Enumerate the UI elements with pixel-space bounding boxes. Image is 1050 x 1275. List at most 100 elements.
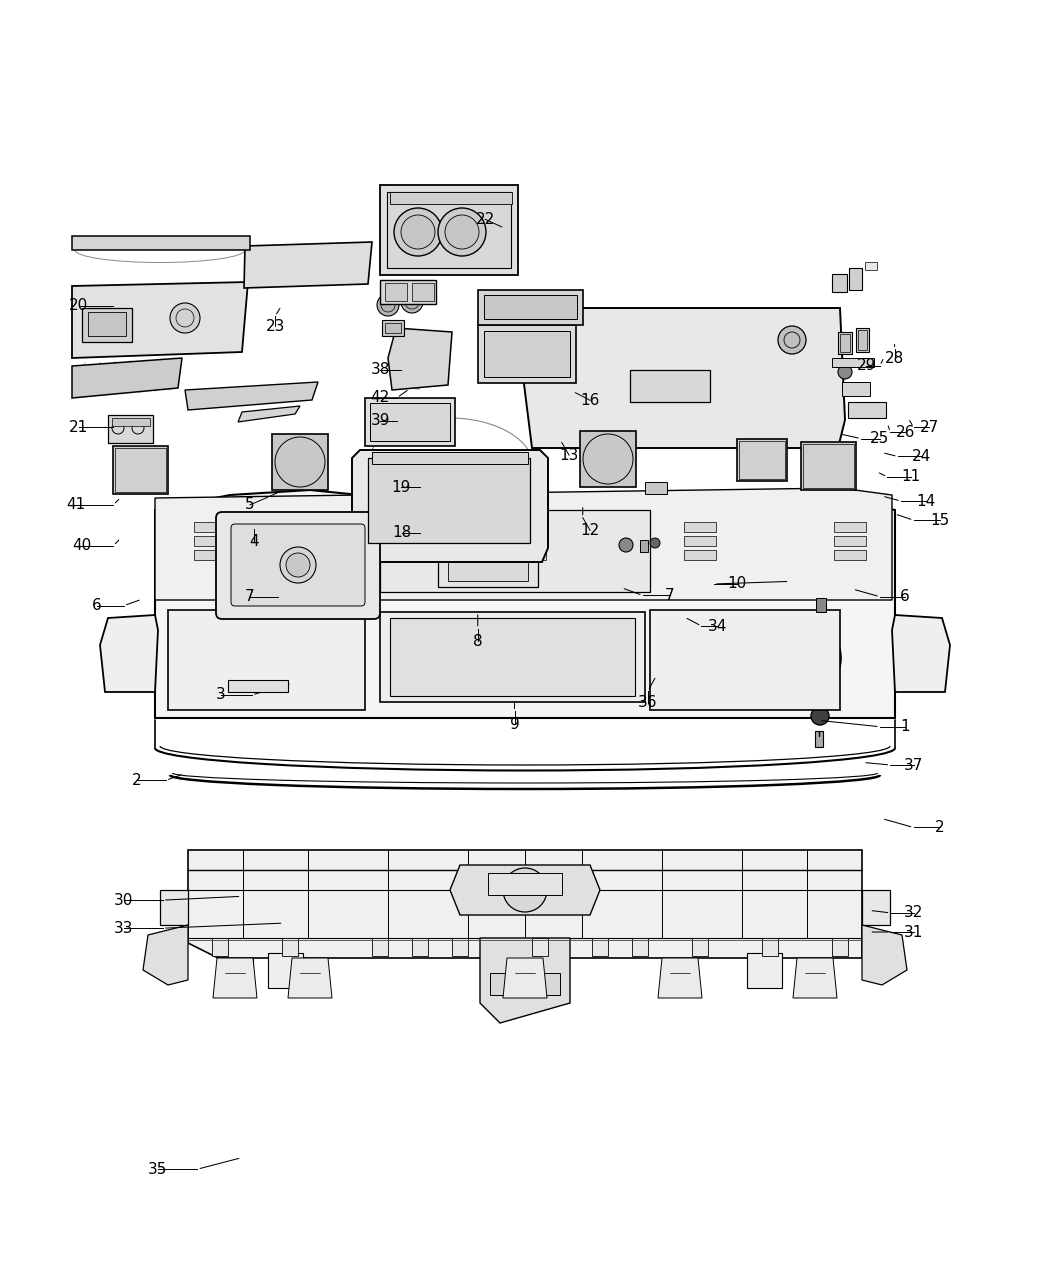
Bar <box>116 448 166 492</box>
Bar <box>390 618 635 696</box>
Circle shape <box>503 868 547 912</box>
Bar <box>640 541 648 552</box>
Bar <box>478 325 576 382</box>
Polygon shape <box>658 958 702 998</box>
Circle shape <box>778 326 806 354</box>
Bar <box>832 358 874 367</box>
Polygon shape <box>218 958 253 993</box>
Bar <box>385 323 401 333</box>
Bar <box>514 536 546 546</box>
Circle shape <box>394 208 442 256</box>
Circle shape <box>650 538 660 548</box>
Bar <box>372 453 528 464</box>
Bar <box>272 434 328 490</box>
Bar <box>580 431 636 487</box>
Bar <box>848 402 886 418</box>
Text: 12: 12 <box>581 523 600 538</box>
Polygon shape <box>892 615 950 692</box>
Polygon shape <box>288 958 332 998</box>
Text: 10: 10 <box>728 576 747 592</box>
Polygon shape <box>160 890 188 924</box>
Circle shape <box>438 208 486 256</box>
Polygon shape <box>72 282 248 358</box>
Bar <box>82 309 132 342</box>
Polygon shape <box>244 242 372 288</box>
Bar <box>645 482 667 493</box>
Bar <box>692 938 708 956</box>
Circle shape <box>811 708 830 725</box>
Polygon shape <box>650 609 840 710</box>
Bar <box>762 938 778 956</box>
Polygon shape <box>862 890 890 924</box>
Text: 9: 9 <box>509 717 520 732</box>
Bar <box>365 398 455 446</box>
Bar <box>532 938 548 956</box>
Polygon shape <box>388 328 452 390</box>
Polygon shape <box>188 850 862 958</box>
Bar <box>849 268 862 289</box>
Text: 2: 2 <box>934 820 945 835</box>
Polygon shape <box>238 405 300 422</box>
Circle shape <box>280 547 316 583</box>
Bar <box>412 938 428 956</box>
Bar <box>72 236 250 250</box>
Bar <box>368 458 530 543</box>
Bar <box>194 536 226 546</box>
Bar <box>816 598 826 612</box>
Bar <box>380 612 645 703</box>
Bar <box>334 521 366 532</box>
Circle shape <box>401 291 423 312</box>
Bar <box>838 332 852 354</box>
Bar <box>484 295 578 319</box>
Text: 23: 23 <box>266 319 285 334</box>
Circle shape <box>286 553 310 578</box>
Text: 40: 40 <box>72 538 91 553</box>
Polygon shape <box>793 958 837 998</box>
Polygon shape <box>480 938 570 1023</box>
Text: 36: 36 <box>638 695 657 710</box>
Bar <box>865 261 877 270</box>
Text: 7: 7 <box>665 588 675 603</box>
Bar <box>228 680 288 692</box>
Circle shape <box>620 538 633 552</box>
Polygon shape <box>503 958 547 998</box>
Polygon shape <box>213 958 257 998</box>
Text: 16: 16 <box>581 393 600 408</box>
Bar <box>448 551 528 581</box>
Polygon shape <box>522 309 845 448</box>
Bar <box>815 731 823 747</box>
Bar <box>88 312 126 337</box>
Bar <box>112 418 150 426</box>
Bar <box>380 280 436 303</box>
Text: 1: 1 <box>900 719 910 734</box>
Polygon shape <box>450 864 600 915</box>
Bar <box>803 444 854 488</box>
Bar <box>684 550 716 560</box>
Text: 8: 8 <box>472 634 483 649</box>
Bar <box>484 332 570 377</box>
Polygon shape <box>155 488 892 601</box>
Circle shape <box>170 303 200 333</box>
Bar <box>282 938 298 956</box>
Bar <box>113 446 168 493</box>
Text: 2: 2 <box>131 773 142 788</box>
Text: 42: 42 <box>371 390 390 405</box>
Text: 24: 24 <box>912 449 931 464</box>
Text: 25: 25 <box>870 431 889 446</box>
Bar <box>438 544 538 586</box>
Text: 30: 30 <box>114 892 133 908</box>
Polygon shape <box>100 615 158 692</box>
Bar <box>739 441 785 479</box>
Bar <box>488 873 562 895</box>
Text: 7: 7 <box>245 589 255 604</box>
Bar <box>801 442 856 490</box>
Text: 39: 39 <box>371 413 390 428</box>
Text: 37: 37 <box>904 757 923 773</box>
Bar <box>194 521 226 532</box>
Bar <box>390 193 512 204</box>
Bar <box>108 414 153 442</box>
Bar <box>842 382 870 397</box>
Bar <box>834 550 866 560</box>
Bar <box>382 320 404 337</box>
Polygon shape <box>268 952 303 988</box>
